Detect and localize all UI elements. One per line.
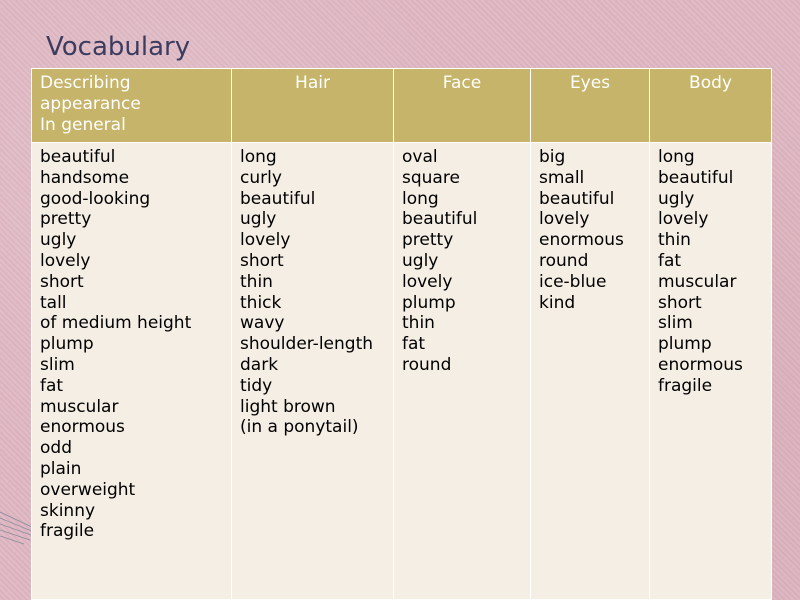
vocab-word: lovely [539, 209, 590, 230]
vocab-word: beautiful [539, 188, 615, 209]
column-face: oval square long beautiful pretty ugly lovely p… [393, 142, 531, 600]
vocab-word: slim [658, 313, 693, 334]
vocab-word: thick [240, 292, 282, 313]
header-eyes: Eyes [530, 68, 650, 143]
vocab-word: enormous [658, 354, 743, 375]
vocab-word: good-looking [40, 188, 151, 209]
word-list-body: long beautiful ugly lovely thin fat muscular sh… [658, 147, 763, 397]
vocab-word: overweight [40, 479, 136, 500]
column-hair: long curly beautiful ugly lovely short thin thi… [231, 142, 394, 600]
vocab-word: fragile [658, 375, 713, 396]
page-title: Vocabulary [46, 32, 191, 62]
vocab-word: fragile [40, 521, 95, 542]
header-general-line: Describing [40, 73, 131, 93]
vocab-word: short [40, 271, 84, 292]
vocab-word: odd [40, 438, 72, 459]
vocab-word: long [240, 147, 277, 167]
header-general-line: In general [40, 115, 126, 135]
word-list-eyes: big small beautiful lovely enormous round ice-… [539, 147, 641, 313]
vocab-word: big [539, 147, 566, 167]
vocab-word: tidy [240, 375, 273, 396]
vocab-word: muscular [658, 271, 737, 292]
vocab-word: wavy [240, 313, 285, 334]
vocab-word: curly [240, 167, 282, 188]
vocab-word: handsome [40, 167, 130, 188]
corner-decoration [0, 511, 34, 545]
vocab-word: short [240, 250, 284, 271]
vocab-word: round [539, 250, 589, 271]
vocab-word: short [658, 292, 702, 313]
header-hair: Hair [231, 68, 394, 143]
vocab-word: thin [658, 230, 691, 251]
vocab-word: round [402, 354, 452, 375]
vocab-word: lovely [40, 250, 91, 271]
vocab-word: plain [40, 458, 82, 479]
vocab-word: lovely [240, 230, 291, 251]
vocab-word: enormous [539, 230, 624, 251]
column-body: long beautiful ugly lovely thin fat muscular sh… [649, 142, 772, 600]
header-general: Describing appearance In general [31, 68, 232, 143]
vocab-word: thin [402, 313, 435, 334]
table-body-row: beautiful handsome good-looking pretty ugly l… [31, 142, 772, 600]
vocab-word: square [402, 167, 460, 188]
word-list-face: oval square long beautiful pretty ugly lovely p… [402, 147, 522, 376]
vocab-word: beautiful [402, 209, 478, 230]
vocab-word: kind [539, 292, 576, 313]
vocab-word: shoulder-length [240, 334, 374, 355]
vocab-word: pretty [402, 230, 454, 251]
vocab-word: fat [40, 375, 64, 396]
vocab-word: fat [658, 250, 682, 271]
vocab-word: thin [240, 271, 273, 292]
header-face: Face [393, 68, 531, 143]
vocab-word: beautiful [658, 167, 734, 188]
vocab-word: plump [402, 292, 456, 313]
vocab-word: skinny [40, 500, 96, 521]
vocab-word: fat [402, 334, 426, 355]
vocab-word: ice-blue [539, 271, 607, 292]
vocab-word: plump [40, 334, 94, 355]
vocab-word: slim [40, 354, 75, 375]
vocab-word: long [658, 147, 695, 167]
vocab-word: ugly [240, 209, 277, 230]
vocab-word: ugly [658, 188, 695, 209]
vocab-word: pretty [40, 209, 92, 230]
word-list-hair: long curly beautiful ugly lovely short thin thi… [240, 147, 385, 438]
table-header-row: Describing appearance In general Hair Fa… [31, 68, 772, 143]
vocab-word: beautiful [240, 188, 316, 209]
vocab-word: enormous [40, 417, 125, 438]
vocab-word: light brown [240, 396, 336, 417]
vocab-word: small [539, 167, 585, 188]
vocab-word: ugly [40, 230, 77, 251]
header-body: Body [649, 68, 772, 143]
vocab-word: long [402, 188, 439, 209]
word-list-general: beautiful handsome good-looking pretty ugly l… [40, 147, 223, 542]
column-eyes: big small beautiful lovely enormous round ice-… [530, 142, 650, 600]
column-general: beautiful handsome good-looking pretty ugly l… [31, 142, 232, 600]
vocab-word: ugly [402, 250, 439, 271]
vocab-word: tall [40, 292, 67, 313]
vocab-word: of medium height [40, 313, 192, 334]
vocab-word: dark [240, 354, 279, 375]
vocab-word: (in a ponytail) [240, 417, 359, 438]
vocab-word: muscular [40, 396, 119, 417]
vocab-word: lovely [402, 271, 453, 292]
vocabulary-table: Describing appearance In general Hair Fa… [31, 68, 772, 600]
vocab-word: oval [402, 147, 438, 167]
vocab-word: beautiful [40, 147, 116, 167]
vocab-word: plump [658, 334, 712, 355]
vocab-word: lovely [658, 209, 709, 230]
header-general-line: appearance [40, 94, 141, 114]
